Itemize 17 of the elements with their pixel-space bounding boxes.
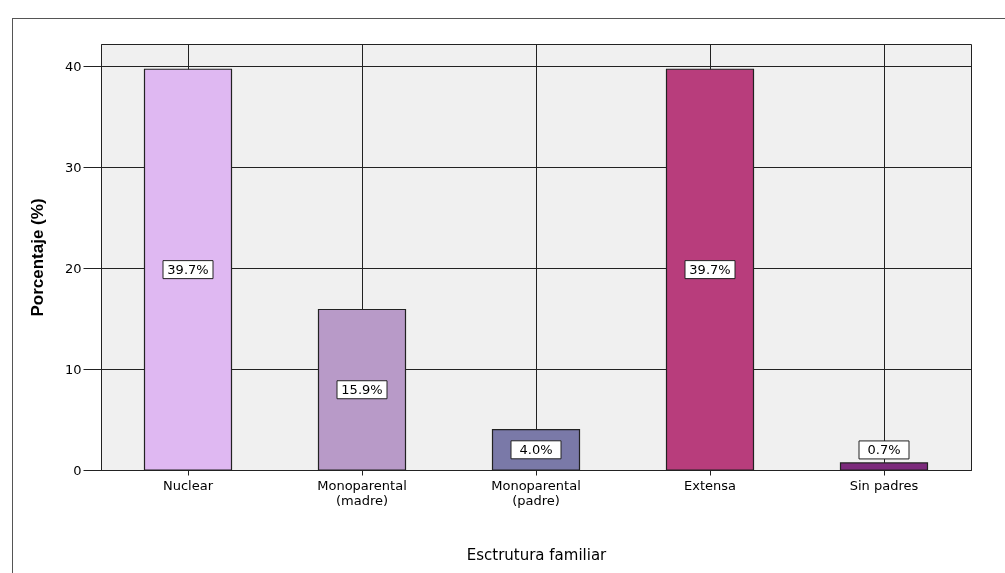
- y-axis-title: Porcentaje (%): [27, 198, 47, 317]
- y-tick-label: 20: [64, 260, 82, 276]
- x-tick-label: Nuclear: [162, 477, 214, 493]
- x-tick-label: Monoparental (padre): [491, 477, 581, 508]
- x-tick-label: Monoparental (madre): [317, 477, 407, 508]
- x-tick-label: Sin padres: [849, 477, 919, 493]
- y-tick-label: 40: [64, 58, 82, 74]
- x-axis-title: Esctrutura familiar: [466, 545, 608, 564]
- data-label: 0.7%: [867, 441, 901, 457]
- data-label: 4.0%: [519, 441, 553, 457]
- x-tick-label: Extensa: [684, 477, 736, 493]
- y-tick-label: 30: [64, 159, 82, 175]
- data-label: 39.7%: [167, 261, 209, 277]
- data-label: 39.7%: [689, 261, 731, 277]
- y-tick-label: 10: [64, 361, 82, 377]
- data-label: 15.9%: [341, 381, 383, 397]
- y-tick-label: 0: [73, 462, 82, 478]
